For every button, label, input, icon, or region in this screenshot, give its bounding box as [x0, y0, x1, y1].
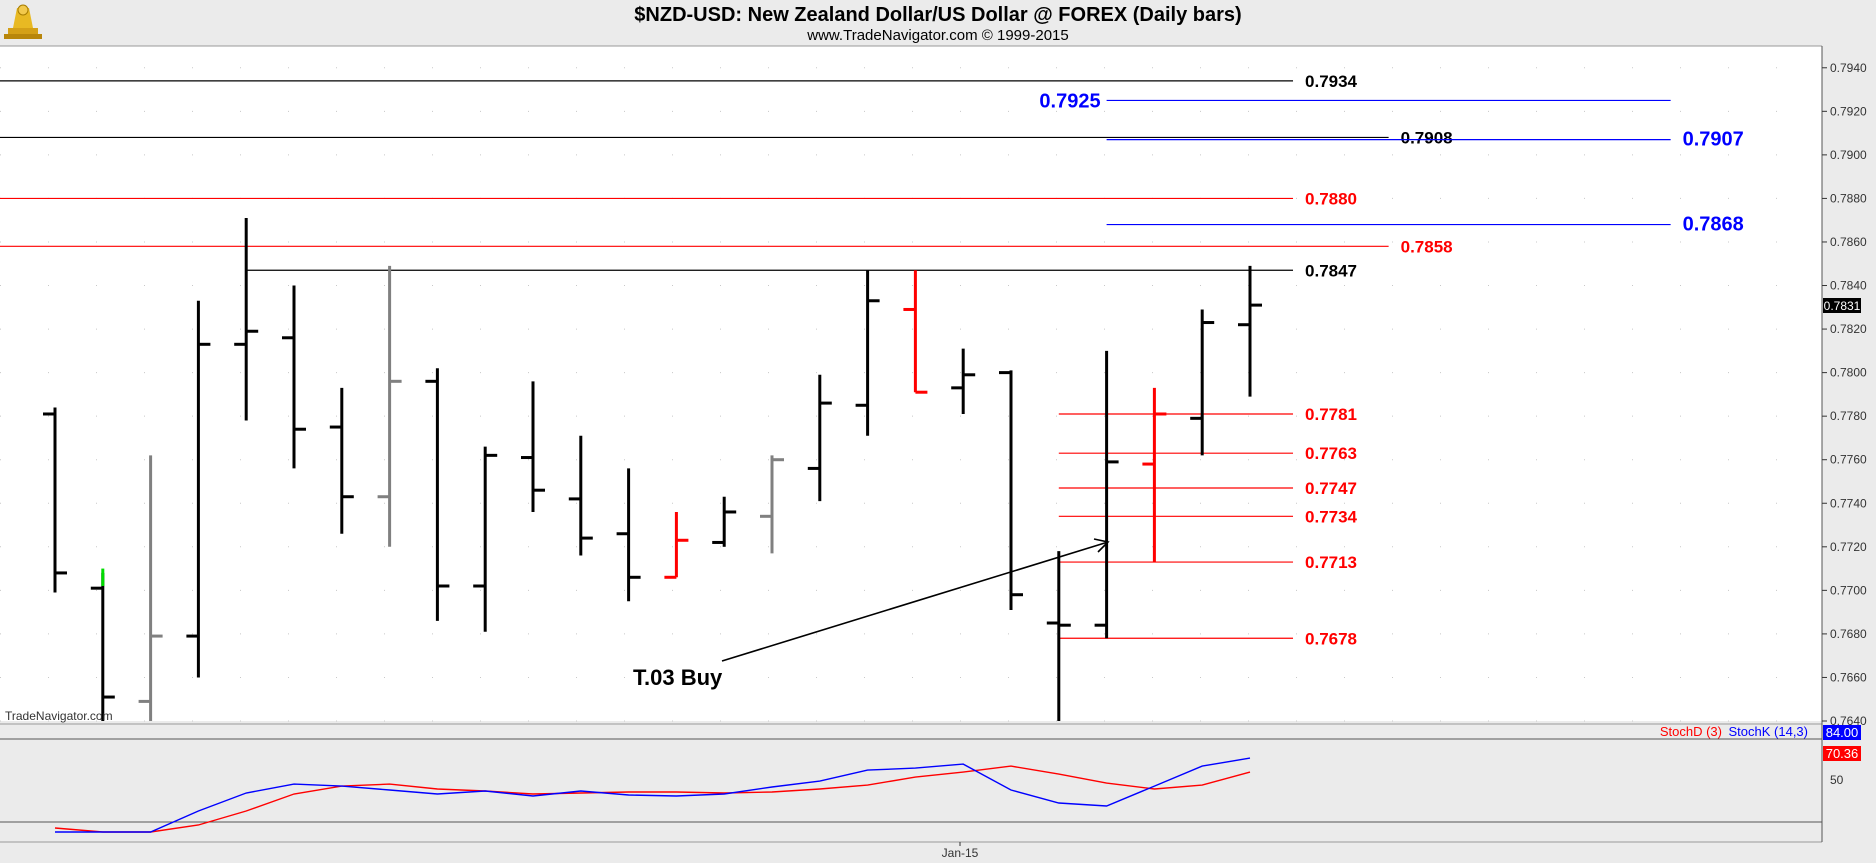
stochk-last-value: 84.00: [1826, 725, 1859, 740]
ohlc-bar: [1046, 551, 1071, 721]
y-tick-label: 0.7920: [1830, 104, 1867, 118]
level-label: 0.7858: [1401, 237, 1453, 256]
y-tick-label: 0.7720: [1830, 540, 1867, 554]
ohlc-bar: [807, 374, 832, 502]
y-tick-label: 0.7640: [1830, 714, 1867, 728]
y-tick-label: 0.7880: [1830, 191, 1867, 205]
ohlc-bar: [999, 370, 1023, 610]
ohlc-bar: [43, 407, 67, 593]
y-tick-label: 0.7780: [1830, 409, 1867, 423]
ohlc-bar: [568, 435, 593, 556]
level-label: 0.7868: [1683, 214, 1744, 236]
stochastic-panel: [54, 757, 1251, 833]
ohlc-bar: [377, 265, 402, 547]
level-label: 0.7847: [1305, 261, 1357, 280]
ohlc-bar: [234, 218, 259, 421]
stochd-legend: StochD (3): [1660, 724, 1722, 739]
price-bars: [43, 218, 1262, 721]
level-label: 0.7763: [1305, 444, 1357, 463]
x-axis-label: Jan-15: [942, 846, 979, 860]
stoch-tick-50: 50: [1830, 773, 1844, 787]
y-tick-label: 0.7660: [1830, 670, 1867, 684]
y-tick-label: 0.7680: [1830, 627, 1867, 641]
ohlc-bar: [712, 496, 737, 547]
ohlc-bar: [329, 387, 354, 534]
level-label: 0.7678: [1305, 629, 1357, 648]
ohlc-bar: [425, 368, 450, 621]
watermark: TradeNavigator.com: [5, 709, 113, 723]
ohlc-bar: [1142, 387, 1167, 563]
stoch-line: [54, 765, 1251, 833]
chart-title: $NZD-USD: New Zealand Dollar/US Dollar @…: [634, 4, 1241, 26]
ohlc-bar: [951, 348, 976, 414]
level-label: 0.7781: [1305, 405, 1357, 424]
ohlc-bar: [903, 270, 928, 394]
level-label: 0.7925: [1039, 90, 1100, 112]
annotation-label: T.03 Buy: [633, 665, 723, 690]
ohlc-bar: [138, 455, 163, 721]
price-axis: 0.7640 0.7660 0.7680 0.7700 0.7720 0.7740 0.77…: [1822, 61, 1867, 728]
y-tick-label: 0.7900: [1830, 148, 1867, 162]
level-label: 0.7747: [1305, 479, 1357, 498]
y-tick-label: 0.7860: [1830, 235, 1867, 249]
y-tick-label: 0.7740: [1830, 496, 1867, 510]
y-tick-label: 0.7700: [1830, 583, 1867, 597]
ohlc-bar: [473, 446, 498, 632]
y-tick-label: 0.7820: [1830, 322, 1867, 336]
chart-subtitle: www.TradeNavigator.com © 1999-2015: [806, 27, 1068, 44]
ohlc-bar: [186, 300, 211, 678]
ohlc-bar: [521, 381, 545, 512]
ohlc-bar: [282, 285, 306, 469]
stoch-line: [55, 757, 1251, 833]
stochd-last-value: 70.36: [1826, 746, 1859, 761]
horizontal-levels: 0.7934 0.7925 0.7908 0.7907 0.7880 0.7868 0.78…: [0, 72, 1744, 648]
ohlc-bar: [664, 511, 689, 579]
stochastic-legend: StochD (3) StochK (14,3) 84.00 70.36 50: [1660, 724, 1861, 787]
ohlc-bar: [616, 468, 641, 602]
trade-navigator-logo-icon: [4, 4, 42, 39]
stochk-legend: StochK (14,3): [1729, 724, 1809, 739]
level-label: 0.7734: [1305, 507, 1358, 526]
annotation-t03-buy: T.03 Buy: [633, 538, 1110, 690]
ohlc-bar: [90, 572, 115, 721]
level-label: 0.7713: [1305, 553, 1357, 572]
level-label: 0.7880: [1305, 189, 1357, 208]
level-label: 0.7907: [1683, 129, 1744, 151]
level-label: 0.7908: [1401, 128, 1453, 147]
level-label: 0.7934: [1305, 72, 1358, 91]
y-tick-label: 0.7800: [1830, 366, 1867, 380]
ohlc-bar: [1094, 350, 1119, 639]
ohlc-bar: [760, 455, 784, 554]
y-tick-label: 0.7940: [1830, 61, 1867, 75]
last-price-label: 0.7831: [1824, 299, 1861, 313]
last-price-tag: 0.7831: [1823, 298, 1861, 313]
ohlc-bar: [1190, 309, 1215, 456]
y-tick-label: 0.7840: [1830, 279, 1867, 293]
ohlc-bar: [1238, 265, 1262, 397]
y-tick-label: 0.7760: [1830, 453, 1867, 467]
ohlc-bar: [855, 270, 880, 436]
